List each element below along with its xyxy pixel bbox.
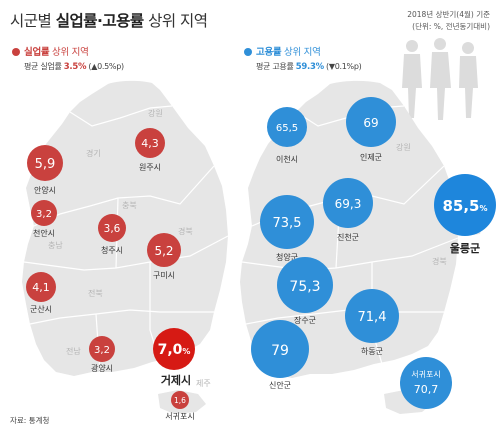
right-bubble-hadong: 71,4 하동군 xyxy=(345,289,399,356)
left-bubble-anyang: 5,9 안양시 xyxy=(27,145,63,195)
right-value-ulleung: 85,5% xyxy=(442,197,487,215)
right-value-icheon: 65,5 xyxy=(276,123,298,134)
left-bubble-geoje: 7,0% 거제시 xyxy=(153,328,195,387)
left-label-gumi: 구미시 xyxy=(153,271,175,280)
right-label-ulleung: 울릉군 xyxy=(450,242,480,255)
left-region-jeonbuk: 전북 xyxy=(88,288,103,298)
right-bubble-seogwipo: 서귀포시 70,7 xyxy=(400,357,452,409)
left-region-gyeonggi: 경기 xyxy=(86,148,101,158)
left-value-cheongju: 3,6 xyxy=(104,223,121,235)
page-title: 시군별 실업률·고용률 상위 지역 xyxy=(10,12,208,30)
right-bubble-cheongyang: 73,5 청양군 xyxy=(260,195,314,262)
right-label-jangsu: 장수군 xyxy=(294,315,316,325)
left-heading: 실업률 상위 지역 xyxy=(12,44,89,58)
left-bubbles: 5,9 안양시 4,3 원주시 3,2 천안시 3,6 청주시 5,2 구미시 … xyxy=(26,128,195,421)
left-value-gunsan: 4,1 xyxy=(32,281,50,294)
right-region-gyeongbuk: 경북 xyxy=(432,256,447,266)
left-value-gwangyang: 3,2 xyxy=(94,345,110,356)
right-value-cheongyang: 73,5 xyxy=(273,216,302,231)
left-bubble-gunsan: 4,1 군산시 xyxy=(26,272,56,314)
right-bubbles: 65,5 이천시 69 인제군 69,3 진천군 73,5 청양군 75,3 장… xyxy=(251,97,496,409)
right-value-sinan: 79 xyxy=(271,343,289,359)
left-value-geoje: 7,0% xyxy=(158,342,191,358)
right-label-hadong: 하동군 xyxy=(361,346,383,356)
meta-unit: (단위: %, 전년동기대비) xyxy=(412,22,490,31)
left-label-wonju: 원주시 xyxy=(139,163,161,172)
right-value-hadong: 71,4 xyxy=(358,310,387,325)
right-value-inje: 69 xyxy=(363,116,378,130)
right-label-seogwipo: 서귀포시 xyxy=(411,369,440,379)
right-label-icheon: 이천시 xyxy=(276,154,298,164)
left-bubble-seogwipo: 1,6 서귀포시 xyxy=(165,391,195,421)
right-label-inje: 인제군 xyxy=(360,152,382,162)
left-region-jeju: 제주 xyxy=(196,379,211,388)
meta-info: 2018년 상반기(4월) 기준 (단위: %, 전년동기대비) xyxy=(407,9,490,33)
people-illustration xyxy=(402,38,478,120)
right-label-cheongyang: 청양군 xyxy=(276,253,298,262)
left-average: 평균 실업률 3.5% (▲0.5%p) xyxy=(24,62,124,72)
left-value-wonju: 4,3 xyxy=(141,137,159,150)
right-bubble-jincheon: 69,3 진천군 xyxy=(323,178,373,242)
right-region-gangwon: 강원 xyxy=(396,142,411,152)
left-label-cheongju: 청주시 xyxy=(101,246,123,255)
right-average: 평균 고용률 59.3% (▼0.1%p) xyxy=(256,62,362,72)
left-label-gunsan: 군산시 xyxy=(30,304,52,314)
left-value-seogwipo: 1,6 xyxy=(174,396,186,405)
left-label-seogwipo: 서귀포시 xyxy=(165,411,194,421)
right-label-jincheon: 진천군 xyxy=(337,232,359,242)
right-bubble-ulleung: 85,5% 울릉군 xyxy=(434,174,496,255)
right-value-jangsu: 75,3 xyxy=(289,279,320,295)
left-value-cheonan: 3,2 xyxy=(36,209,52,220)
left-bubble-wonju: 4,3 원주시 xyxy=(135,128,165,172)
right-bubble-icheon: 65,5 이천시 xyxy=(267,107,307,164)
left-bubble-cheonan: 3,2 천안시 xyxy=(31,200,57,238)
left-region-gyeongbuk: 경북 xyxy=(178,226,193,236)
left-bubble-gwangyang: 3,2 광양시 xyxy=(89,336,115,373)
left-region-chungbuk: 충북 xyxy=(122,201,137,210)
left-label-geoje: 거제시 xyxy=(161,373,191,387)
meta-date: 2018년 상반기(4월) 기준 xyxy=(407,10,490,19)
right-value-jincheon: 69,3 xyxy=(335,197,362,211)
right-bubble-sinan: 79 신안군 xyxy=(251,320,309,390)
left-heading-dot-icon xyxy=(12,48,20,56)
left-label-gwangyang: 광양시 xyxy=(91,363,113,373)
right-value-seogwipo: 70,7 xyxy=(414,383,439,396)
left-bubble-cheongju: 3,6 청주시 xyxy=(98,214,126,255)
source-note: 자료: 통계청 xyxy=(10,416,50,425)
left-korea-map: 강원 경기 충북 충남 경북 전북 전남 제주 xyxy=(22,80,229,414)
left-label-cheonan: 천안시 xyxy=(33,228,55,238)
left-value-gumi: 5,2 xyxy=(154,244,173,258)
right-bubble-inje: 69 인제군 xyxy=(346,97,396,162)
left-region-jeonnam: 전남 xyxy=(66,346,81,356)
right-heading: 고용률 상위 지역 xyxy=(244,44,321,58)
left-label-anyang: 안양시 xyxy=(34,185,56,195)
left-region-chungnam: 충남 xyxy=(48,241,63,250)
right-label-sinan: 신안군 xyxy=(269,380,291,390)
right-bubble-jangsu: 75,3 장수군 xyxy=(277,257,333,325)
left-region-gangwon: 강원 xyxy=(148,108,163,118)
right-heading-dot-icon xyxy=(244,48,252,56)
left-value-anyang: 5,9 xyxy=(35,157,56,172)
left-bubble-gumi: 5,2 구미시 xyxy=(147,233,181,280)
